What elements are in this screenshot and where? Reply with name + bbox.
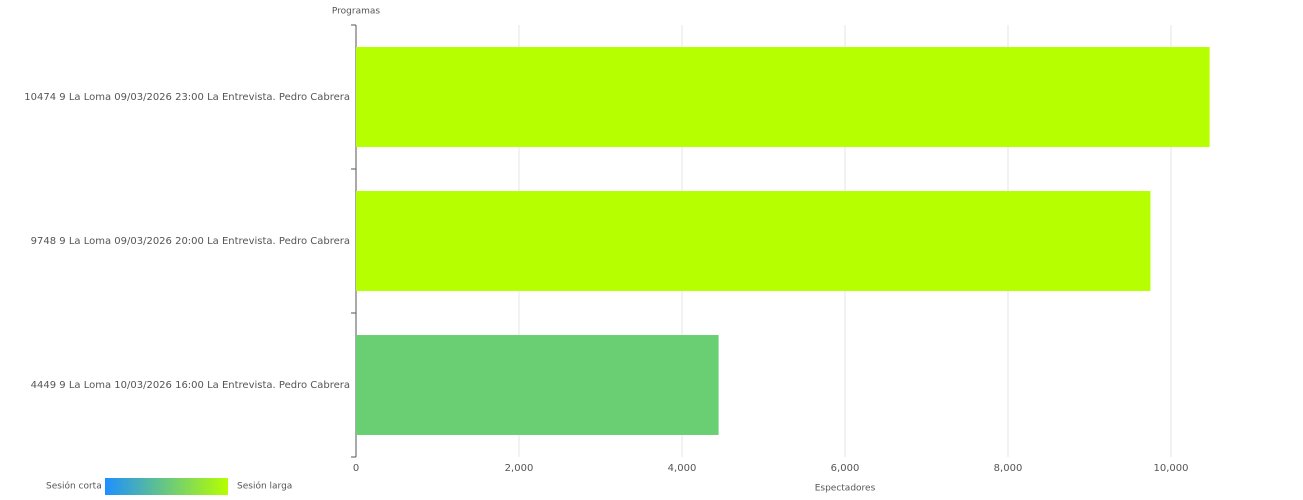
x-axis-title: Espectadores — [815, 484, 876, 494]
bar — [356, 191, 1151, 291]
y-axis-title: Programas — [332, 7, 380, 17]
y-tick-label: 10474 9 La Loma 09/03/2026 23:00 La Entr… — [24, 92, 350, 103]
x-tick-label: 8,000 — [994, 463, 1023, 474]
x-tick-label: 0 — [353, 463, 359, 474]
x-tick-label: 10,000 — [1154, 463, 1189, 474]
bar — [356, 47, 1210, 147]
bar — [356, 335, 719, 435]
legend-min-label: Sesión corta — [46, 481, 102, 492]
x-tick-label: 4,000 — [668, 463, 697, 474]
legend-gradient — [105, 478, 228, 495]
y-tick-label: 9748 9 La Loma 09/03/2026 20:00 La Entre… — [31, 236, 350, 247]
legend-max-label: Sesión larga — [237, 481, 292, 492]
x-tick-label: 2,000 — [505, 463, 534, 474]
x-tick-label: 6,000 — [831, 463, 860, 474]
y-tick-label: 4449 9 La Loma 10/03/2026 16:00 La Entre… — [31, 380, 350, 391]
